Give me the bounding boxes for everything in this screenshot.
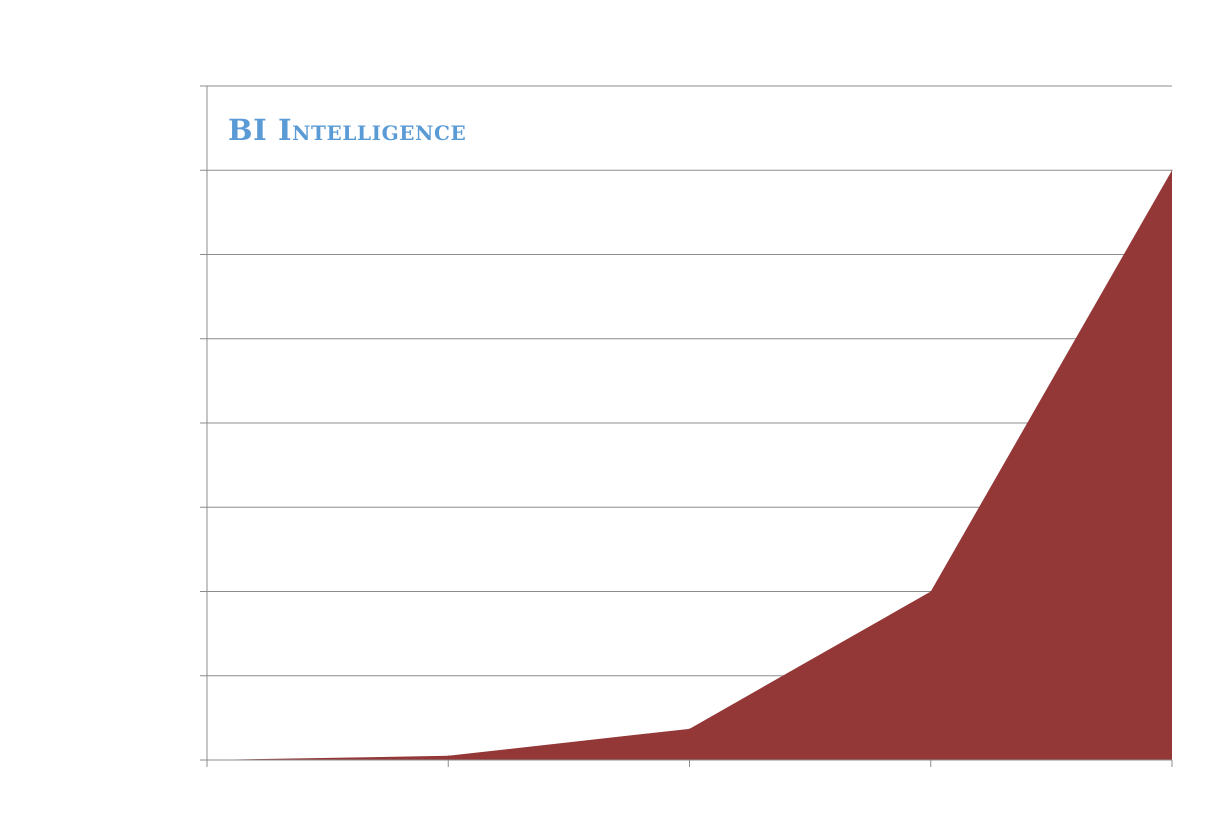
data-point: [689, 728, 690, 730]
brand-logo: BI Intelligence: [228, 113, 467, 147]
axes: [200, 85, 1173, 767]
data-point: [930, 591, 932, 592]
series-area: [206, 169, 1173, 761]
data-point: [1171, 169, 1173, 171]
data-point: [447, 755, 449, 757]
gridlines: [207, 85, 1172, 677]
area-fill: [207, 170, 1172, 760]
